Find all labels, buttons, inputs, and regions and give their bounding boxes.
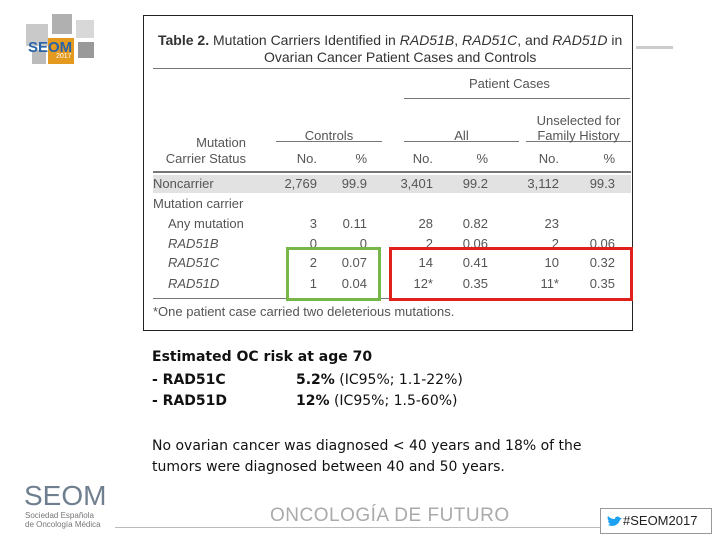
subheader: No. <box>538 151 559 166</box>
cell: 99.2 <box>462 176 488 191</box>
column-group: Unselected for <box>536 113 621 128</box>
highlight-cases <box>389 247 633 301</box>
row-shade <box>153 175 631 193</box>
decor-line <box>636 46 673 49</box>
rule <box>153 171 631 173</box>
cell: 12* <box>413 276 433 291</box>
group-header: Patient Cases <box>469 76 550 91</box>
cell: 2,769 <box>284 176 317 191</box>
cell: 0.32 <box>589 255 615 270</box>
row-label: Any mutation <box>168 216 244 231</box>
row-header: Mutation <box>196 135 246 150</box>
row-label: RAD51C <box>168 255 220 270</box>
title-part: , <box>454 32 462 48</box>
risk-ci: (IC95%; 1.1-22%) <box>339 372 463 388</box>
cell: 0.35 <box>462 276 488 291</box>
table-title-line2: Ovarian Cancer Patient Cases and Control… <box>264 49 537 65</box>
cell: 0 <box>309 236 317 251</box>
risk-estimate: 5.2% <box>296 372 335 388</box>
footer-society: de Oncología Médica <box>25 520 101 529</box>
cell: 0.82 <box>462 216 488 231</box>
footer-society: Sociedad Española <box>25 511 94 520</box>
cell: 99.9 <box>341 176 367 191</box>
logo-graphic: SEOM 2017 <box>26 14 94 64</box>
title-part: Mutation Carriers Identified in <box>212 32 400 48</box>
footer-line <box>115 527 605 528</box>
row-label: RAD51B <box>168 236 219 251</box>
cell: 23 <box>544 216 559 231</box>
highlight-controls <box>286 247 381 301</box>
rule <box>276 141 382 142</box>
cell: 2 <box>425 236 433 251</box>
cell: 28 <box>418 216 433 231</box>
rule <box>526 141 631 142</box>
cell: 3 <box>309 216 317 231</box>
cell: 0 <box>359 236 367 251</box>
footer-logo: SEOM <box>24 480 107 511</box>
column-group: Controls <box>304 128 354 143</box>
cell: 0.11 <box>342 216 367 231</box>
cell: 1 <box>309 276 317 291</box>
table-title: Table 2. Mutation Carriers Identified in… <box>158 32 622 48</box>
cell: 0.07 <box>341 255 367 270</box>
cell: 10 <box>544 255 559 270</box>
rule <box>404 141 519 142</box>
table-image: Table 2. Mutation Carriers Identified in… <box>143 15 633 331</box>
summary-risk: 5.2% (IC95%; 1.1-22%) <box>296 372 463 388</box>
subheader: % <box>476 151 488 166</box>
subheader: No. <box>296 151 317 166</box>
row-label: Noncarrier <box>153 176 214 191</box>
cell: 2 <box>309 255 317 270</box>
column-group: Family History <box>537 128 620 143</box>
title-label: Table 2. <box>158 32 210 48</box>
title-part: RAD51D <box>552 32 608 48</box>
twitter-icon <box>607 516 622 526</box>
footnote: *One patient case carried two deleteriou… <box>153 304 455 319</box>
rule <box>153 68 631 69</box>
row-header: Carrier Status <box>165 151 246 166</box>
summary-risk: 12% (IC95%; 1.5-60%) <box>296 393 458 409</box>
cell: 0.04 <box>341 276 367 291</box>
risk-estimate: 12% <box>296 393 330 409</box>
summary-gene: - RAD51D <box>152 393 228 409</box>
logo-year: 2017 <box>56 53 72 60</box>
title-part: RAD51C <box>462 32 518 48</box>
subheader: No. <box>412 151 433 166</box>
rule <box>404 98 630 99</box>
cell: 2 <box>551 236 559 251</box>
cell: 3,401 <box>400 176 433 191</box>
title-part: RAD51B <box>399 32 455 48</box>
cell: 14 <box>418 255 433 270</box>
row-label: RAD51D <box>168 276 220 291</box>
risk-ci: (IC95%; 1.5-60%) <box>333 393 458 409</box>
title-part: in <box>607 32 623 48</box>
summary-gene: - RAD51C <box>152 372 226 388</box>
summary-note: No ovarian cancer was diagnosed < 40 yea… <box>152 438 582 475</box>
footer-slogan: ONCOLOGÍA DE FUTURO <box>270 505 510 526</box>
row-label: Mutation carrier <box>153 196 244 211</box>
hashtag-box: #SEOM2017 <box>600 508 712 534</box>
logo-name: SEOM <box>28 39 72 56</box>
cell: 11* <box>540 276 559 291</box>
subheader: % <box>603 151 615 166</box>
cell: 0.35 <box>589 276 615 291</box>
cell: 3,112 <box>527 176 559 191</box>
summary-heading: Estimated OC risk at age 70 <box>152 349 373 365</box>
subheader: % <box>355 151 367 166</box>
hashtag: #SEOM2017 <box>623 513 698 528</box>
title-part: , and <box>517 32 553 48</box>
column-group: All <box>454 128 469 143</box>
cell: 0.41 <box>462 255 488 270</box>
cell: 99.3 <box>589 176 615 191</box>
